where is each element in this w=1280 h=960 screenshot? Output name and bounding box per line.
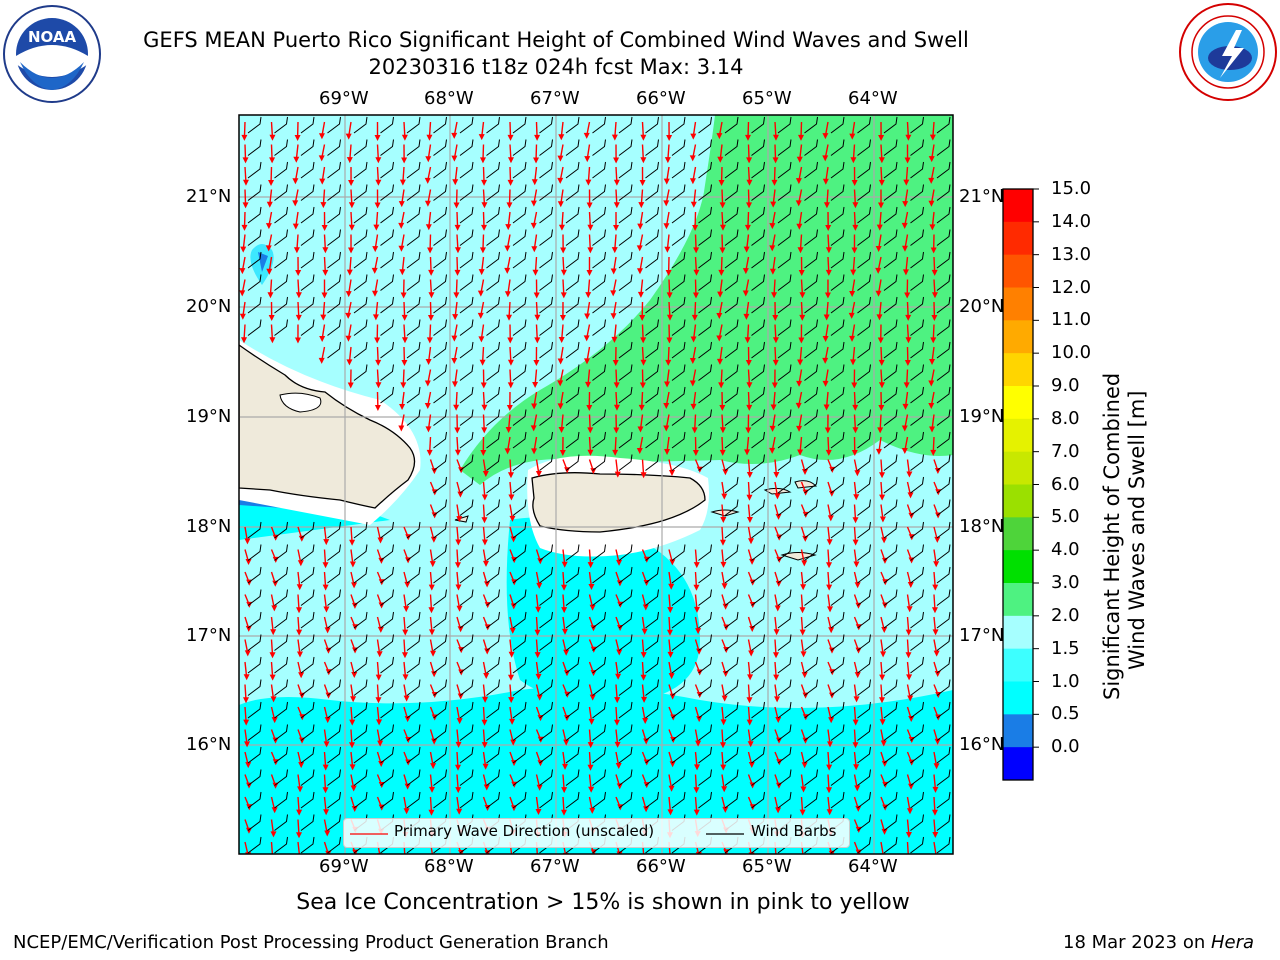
colorbar-tick-label: 1.0 (1051, 670, 1080, 692)
colorbar-tick-label: 14.0 (1051, 210, 1092, 232)
colorbar-tick-label: 12.0 (1051, 276, 1092, 298)
colorbar-segment (1003, 484, 1033, 518)
lat-right-16: 16°N (959, 734, 1005, 755)
colorbar-segment (1003, 386, 1033, 420)
colorbar-segment (1003, 747, 1033, 781)
colorbar-segment (1003, 714, 1033, 748)
colorbar-segment (1003, 583, 1033, 617)
colorbar-label-line2: Wind Waves and Swell [m] (1125, 390, 1149, 670)
lon-bottom-65: 65°W (742, 856, 792, 877)
colorbar-segment (1003, 615, 1033, 650)
lat-right-18: 18°N (959, 516, 1005, 537)
colorbar-tick-label: 0.5 (1051, 703, 1080, 725)
lon-top-65: 65°W (742, 88, 792, 109)
colorbar-segment (1003, 320, 1033, 354)
colorbar-tick-label: 3.0 (1051, 572, 1080, 593)
machine-name: Hera (1210, 932, 1255, 953)
wind-barbs-legend-label: Wind Barbs (751, 822, 837, 840)
colorbar-segment (1003, 517, 1033, 551)
lat-left-20: 20°N (186, 296, 232, 317)
lat-right-19: 19°N (959, 406, 1005, 427)
lon-top-64: 64°W (848, 88, 898, 109)
colorbar-tick-label: 7.0 (1051, 440, 1080, 462)
lat-left-18: 18°N (186, 516, 232, 537)
lat-left-17: 17°N (186, 625, 232, 646)
wind-barbs-legend-icon (706, 833, 744, 835)
branch-credit: NCEP/EMC/Verification Post Processing Pr… (13, 932, 609, 953)
lon-bottom-67: 67°W (530, 856, 580, 877)
wave-direction-legend-icon (350, 833, 388, 835)
lat-left-21: 21°N (186, 186, 232, 207)
colorbar-tick-label: 10.0 (1051, 342, 1092, 364)
colorbar-segment (1003, 353, 1033, 387)
lat-left-16: 16°N (186, 734, 232, 755)
colorbar-label-line1: Significant Height of Combined (1100, 372, 1124, 700)
lon-bottom-66: 66°W (636, 856, 686, 877)
wave-arrows (239, 121, 942, 854)
noaa-logo: NOAA (2, 4, 102, 104)
lon-top-67: 67°W (530, 88, 580, 109)
colorbar-segment (1003, 648, 1033, 682)
svg-text:NOAA: NOAA (28, 28, 77, 46)
wind-barbs (247, 116, 951, 854)
lon-bottom-64: 64°W (848, 856, 898, 877)
colorbar-tick-label: 0.0 (1051, 736, 1080, 758)
colorbar-tick-label: 6.0 (1051, 473, 1080, 495)
lon-top-68: 68°W (424, 88, 474, 109)
run-date-text: 18 Mar 2023 on (1063, 932, 1211, 953)
colorbar-tick-label: 15.0 (1051, 178, 1092, 199)
lat-left-19: 19°N (186, 406, 232, 427)
map-legend: Primary Wave Direction (unscaled) Wind B… (343, 818, 850, 848)
colorbar-tick-label: 1.5 (1051, 637, 1080, 659)
colorbar-segment (1003, 221, 1033, 256)
lat-right-20: 20°N (959, 296, 1005, 317)
colorbar-tick-label: 9.0 (1051, 375, 1080, 396)
colorbar-tick-label: 2.0 (1051, 604, 1080, 626)
colorbar (1003, 188, 1039, 781)
nws-logo (1178, 2, 1278, 102)
colorbar-segment (1003, 550, 1033, 584)
colorbar-tick-label: 5.0 (1051, 506, 1080, 528)
colorbar-segment (1003, 681, 1033, 715)
lat-right-17: 17°N (959, 625, 1005, 646)
lon-bottom-68: 68°W (424, 856, 474, 877)
wave-direction-legend-label: Primary Wave Direction (unscaled) (394, 822, 655, 840)
run-date: 18 Mar 2023 on Hera (1063, 932, 1254, 953)
map-frame (238, 114, 954, 855)
colorbar-segment (1003, 418, 1033, 453)
colorbar-segment (1003, 254, 1033, 288)
lat-right-21: 21°N (959, 186, 1005, 207)
hispaniola (239, 344, 416, 509)
colorbar-segment (1003, 287, 1033, 321)
colorbar-tick-label: 13.0 (1051, 243, 1092, 265)
map-fields (239, 115, 953, 854)
sea-ice-note: Sea Ice Concentration > 15% is shown in … (296, 890, 910, 915)
chart-title: GEFS MEAN Puerto Rico Significant Height… (143, 28, 969, 52)
colorbar-segment (1003, 189, 1033, 223)
colorbar-tick-label: 11.0 (1051, 309, 1092, 331)
zone-3-4 (460, 115, 953, 485)
zone-south-coast (506, 517, 700, 703)
lon-top-69: 69°W (319, 88, 369, 109)
lon-top-66: 66°W (636, 88, 686, 109)
colorbar-tick-label: 4.0 (1051, 539, 1080, 561)
chart-subtitle: 20230316 t18z 024h fcst Max: 3.14 (368, 55, 744, 79)
colorbar-label: Significant Height of Combined Wind Wave… (1100, 300, 1150, 700)
colorbar-tick-label: 8.0 (1051, 407, 1080, 429)
colorbar-segment (1003, 451, 1033, 485)
lon-bottom-69: 69°W (319, 856, 369, 877)
